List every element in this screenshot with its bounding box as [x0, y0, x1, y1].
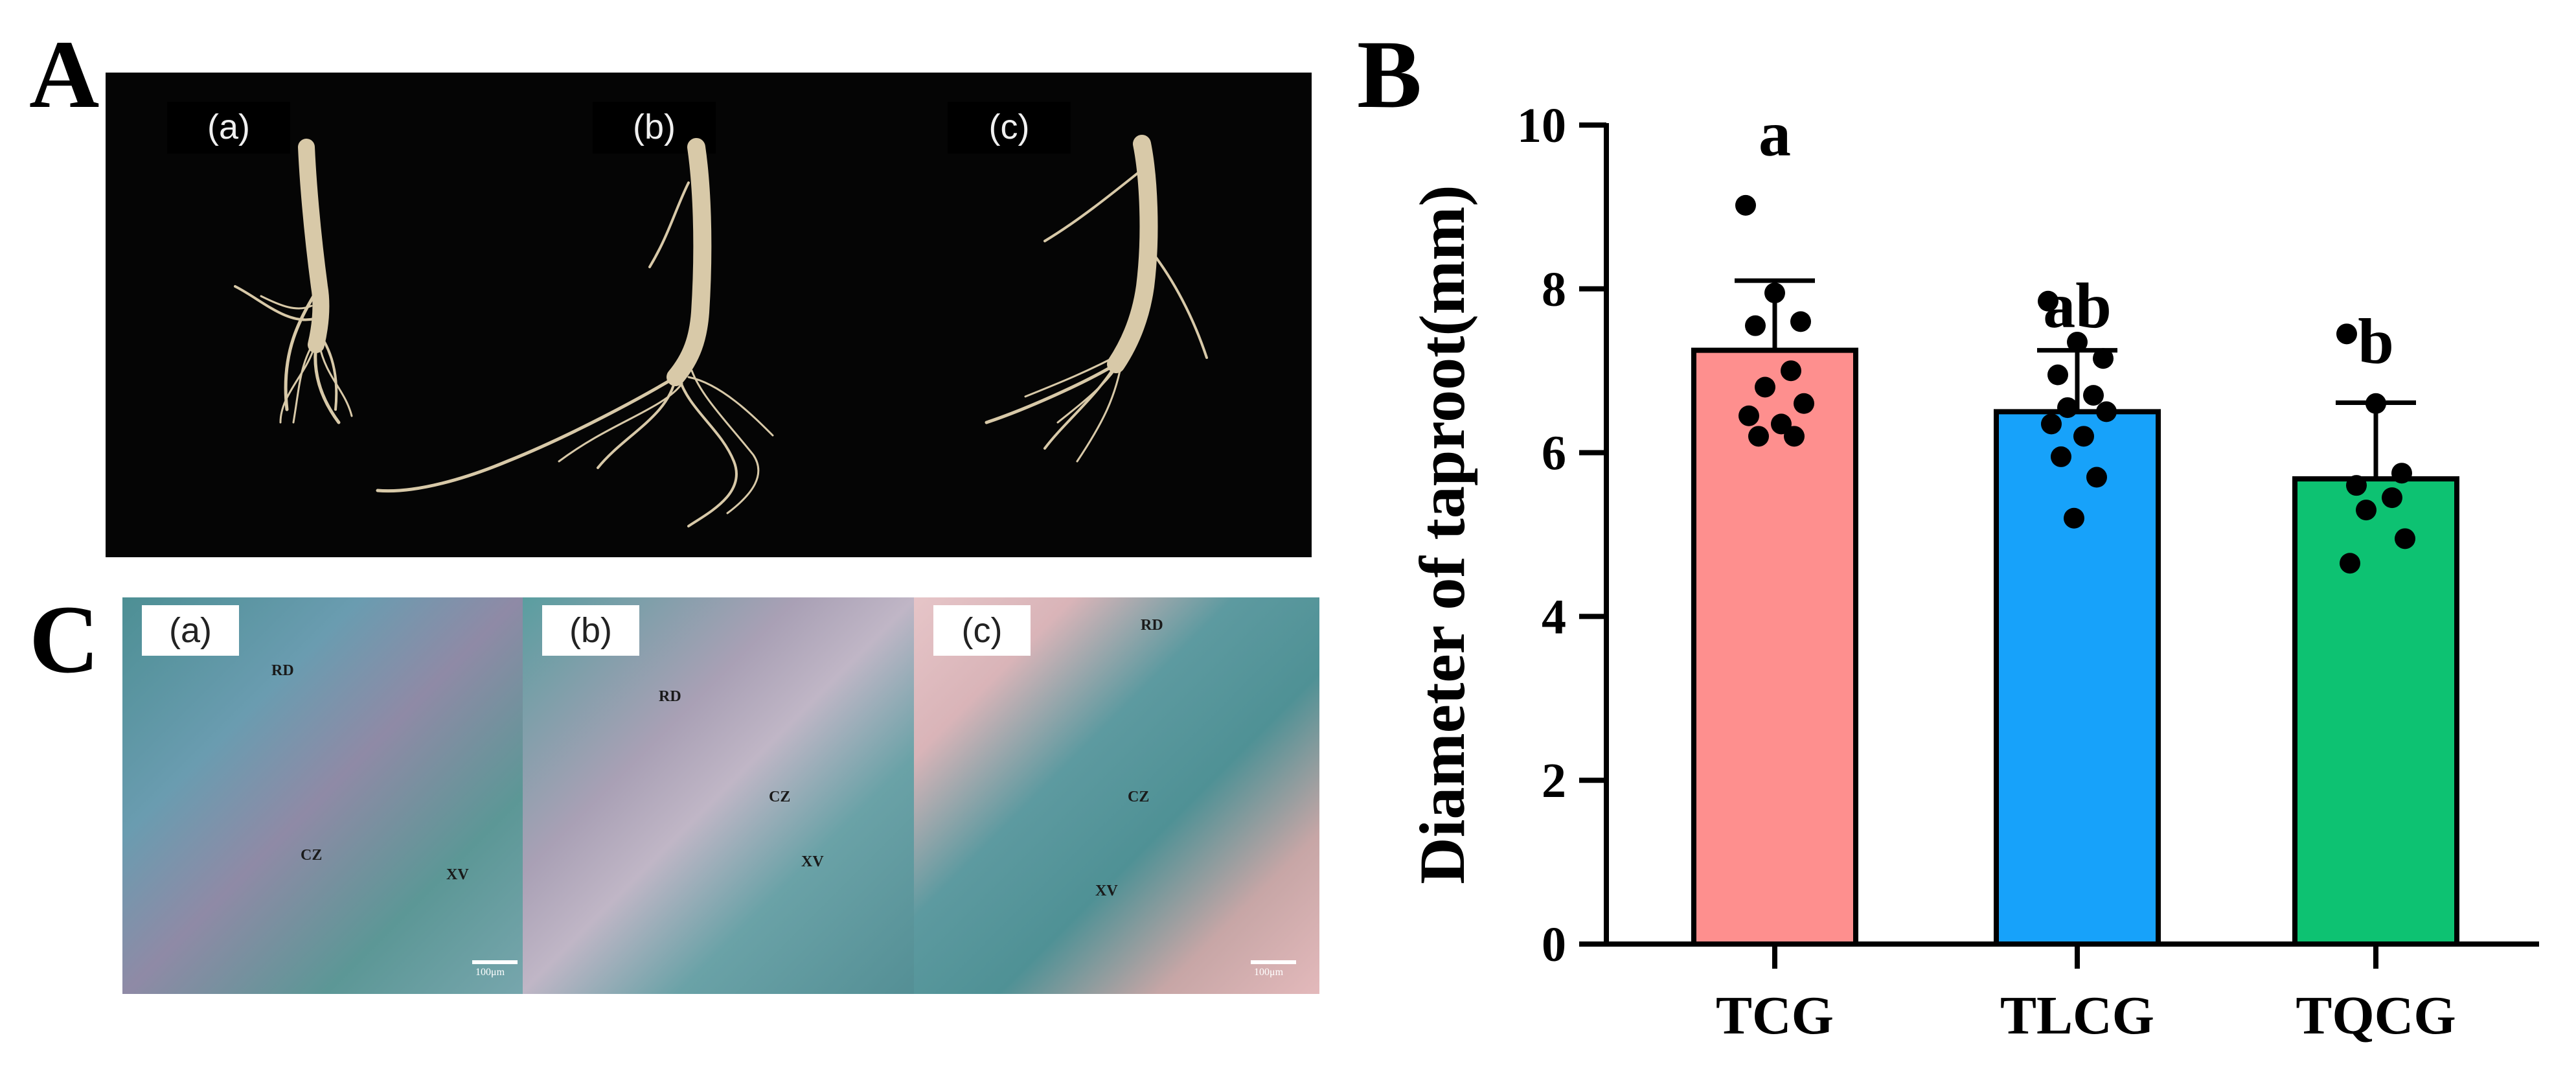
data-point-tqcg-6: [2395, 528, 2415, 549]
data-point-tcg-5: [1755, 376, 1775, 398]
bar-tqcg: [2292, 476, 2459, 947]
y-tick-label-4: 4: [1542, 590, 1566, 644]
data-point-tlcg-0: [2038, 290, 2058, 312]
x-tick-label-tlcg: TLCG: [2000, 986, 2154, 1046]
data-point-tcg-0: [1735, 194, 1756, 216]
micro-label-b: (b): [542, 605, 639, 656]
data-point-tqcg-7: [2340, 553, 2360, 574]
micro-annot-c-xv: XV: [1095, 883, 1118, 899]
micro-image-b: (b) RD CZ XV: [523, 597, 914, 994]
panel-letter-a: A: [29, 21, 100, 128]
micro-scale-label-a: 100μm: [475, 967, 505, 978]
data-point-tqcg-0: [2336, 323, 2357, 345]
micro-image-a: (a) RD CZ XV 100μm: [122, 597, 523, 994]
data-point-tcg-2: [1790, 311, 1811, 332]
data-point-tlcg-9: [2051, 446, 2071, 467]
micro-label-c: (c): [933, 605, 1031, 656]
scale-bar-label: 5 cm: [433, 579, 473, 601]
data-point-tqcg-3: [2346, 475, 2367, 496]
data-point-tlcg-7: [2041, 413, 2062, 435]
micro-annot-a-rd: RD: [271, 662, 294, 679]
root-image-b: [376, 138, 774, 527]
micro-annot-b-rd: RD: [659, 688, 681, 705]
bar-tcg: [1691, 347, 1858, 947]
data-point-tlcg-3: [2047, 364, 2068, 386]
panel-letter-b: B: [1357, 21, 1422, 128]
y-tick-label-6: 6: [1542, 426, 1566, 481]
y-tick-label-0: 0: [1542, 917, 1566, 972]
data-point-tlcg-2: [2093, 348, 2114, 369]
data-point-tlcg-6: [2096, 401, 2117, 422]
data-point-tlcg-10: [2086, 467, 2107, 488]
micro-scale-a: [472, 960, 518, 964]
micro-annot-b-xv: XV: [801, 853, 824, 870]
micro-scale-c: [1251, 960, 1296, 964]
data-point-tcg-8: [1771, 413, 1792, 435]
data-point-tcg-9: [1748, 426, 1769, 447]
data-point-tcg-1: [1764, 283, 1785, 304]
data-point-tcg-4: [1781, 360, 1801, 382]
data-point-tqcg-1: [2365, 393, 2386, 414]
data-point-tlcg-4: [2083, 385, 2104, 406]
significance-label-tqcg: b: [2358, 305, 2394, 377]
bar-tlcg: [1994, 409, 2161, 947]
x-tick-label-tqcg: TQCG: [2296, 986, 2456, 1046]
micro-annot-c-rd: RD: [1141, 617, 1163, 634]
y-axis-title: Diameter of taproot(mm): [1406, 185, 1478, 884]
y-tick-label-2: 2: [1542, 754, 1566, 808]
micro-annot-b-cz: CZ: [769, 789, 791, 805]
root-image-a: [234, 139, 353, 424]
micro-annot-a-xv: XV: [446, 866, 469, 883]
panel-letter-c: C: [29, 586, 100, 693]
micro-annot-c-cz: CZ: [1128, 789, 1150, 805]
root-image-c: [985, 135, 1208, 463]
data-point-tcg-10: [1784, 426, 1805, 447]
data-point-tcg-3: [1745, 315, 1766, 336]
data-point-tqcg-4: [2382, 487, 2402, 509]
root-photo-illustration: [234, 135, 1208, 527]
data-point-tlcg-8: [2073, 426, 2094, 447]
data-point-tlcg-11: [2064, 507, 2084, 529]
data-point-tqcg-5: [2356, 500, 2377, 521]
micro-image-c: (c) RD CZ XV 100μm: [914, 597, 1319, 994]
data-point-tcg-6: [1794, 393, 1814, 414]
micro-label-a: (a): [142, 605, 239, 656]
photo-label-a: (a): [167, 102, 290, 154]
micro-annot-a-cz: CZ: [301, 847, 323, 864]
data-point-tlcg-1: [2067, 331, 2088, 352]
significance-label-tlcg: ab: [2043, 270, 2112, 341]
bar-chart: a ab b 0 2 4 6 8 10 TCG TLCG TQCG Diameter of taproo…: [1406, 98, 2539, 1046]
x-tick-label-tcg: TCG: [1716, 986, 1834, 1046]
photo-label-c: (c): [948, 102, 1071, 154]
data-point-tlcg-5: [2057, 397, 2078, 419]
data-point-tqcg-2: [2391, 463, 2412, 484]
micro-scale-label-c: 100μm: [1254, 967, 1284, 978]
y-tick-label-8: 8: [1542, 262, 1566, 317]
y-tick-label-10: 10: [1517, 98, 1566, 153]
scale-bar: [405, 571, 502, 575]
data-point-tcg-7: [1738, 405, 1759, 426]
significance-label-tcg: a: [1759, 98, 1791, 170]
root-photo-panel: (a) (b) (c): [106, 73, 1312, 601]
